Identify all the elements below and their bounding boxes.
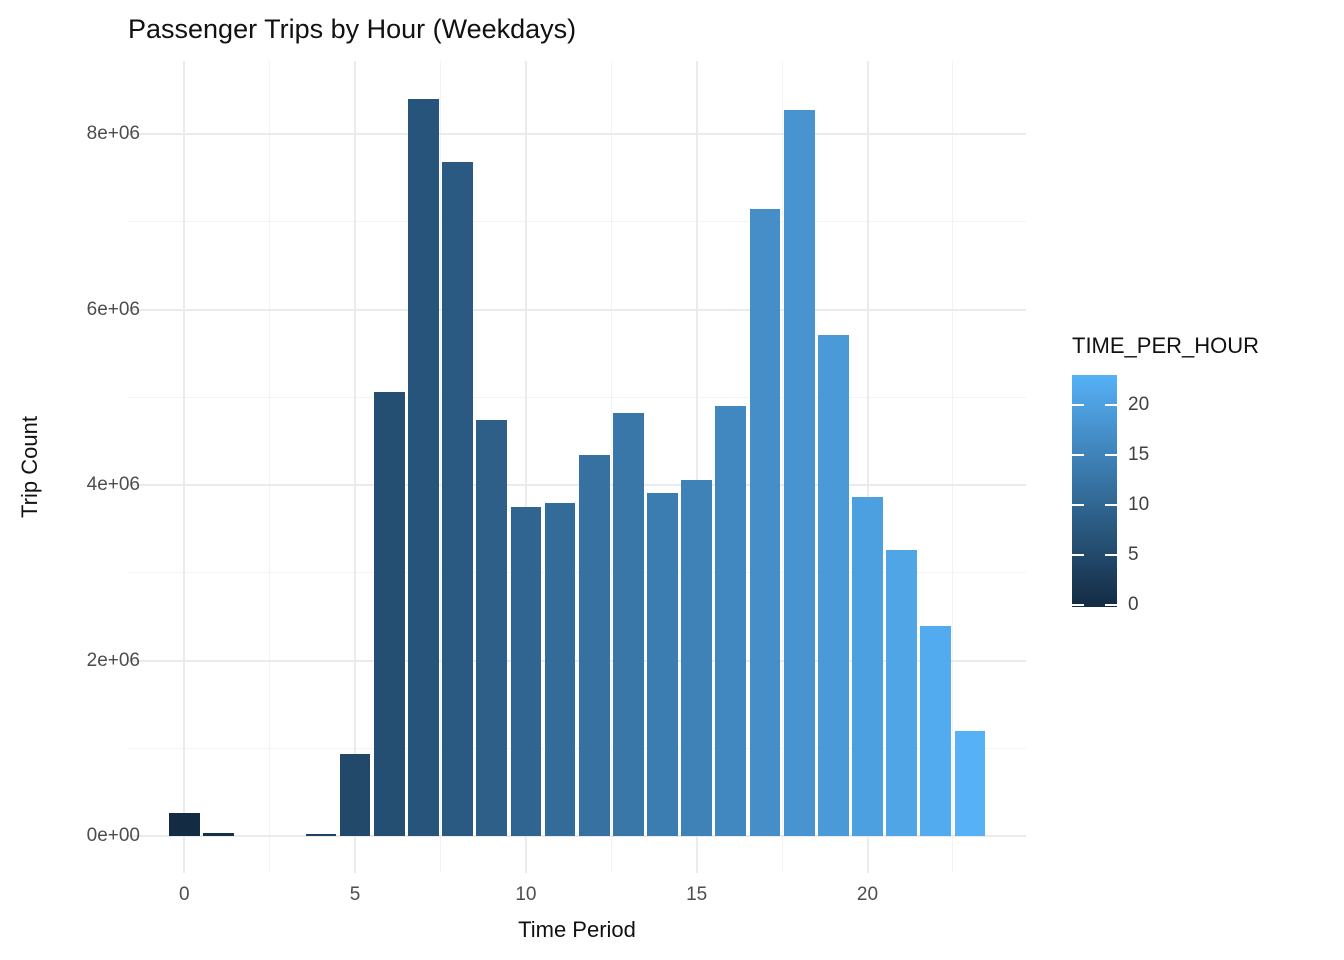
y-tick-label: 6e+06 bbox=[86, 298, 140, 320]
bar-hour-18 bbox=[783, 110, 815, 836]
legend-tick-label: 20 bbox=[1128, 393, 1150, 415]
gridline-major-x bbox=[524, 61, 527, 873]
bar-hour-12 bbox=[578, 455, 610, 836]
gridline-major-x bbox=[183, 61, 186, 873]
gridline-major-y bbox=[128, 133, 1026, 135]
gridline-major-x bbox=[354, 61, 357, 873]
gridline-minor-y bbox=[128, 396, 1026, 398]
x-axis-title: Time Period bbox=[518, 917, 636, 942]
bar-hour-5 bbox=[339, 753, 371, 836]
gridline-minor-y bbox=[128, 572, 1026, 574]
gridline-minor-x bbox=[269, 61, 271, 873]
bar-hour-0 bbox=[168, 812, 200, 836]
legend-tick-mark bbox=[1105, 553, 1117, 556]
gridline-major-y bbox=[128, 308, 1026, 311]
bar-hour-1 bbox=[203, 833, 234, 836]
legend-tick-mark bbox=[1072, 553, 1084, 556]
gridline-minor-x bbox=[610, 61, 612, 873]
x-tick-label: 15 bbox=[686, 884, 708, 905]
legend-tick-mark bbox=[1105, 503, 1117, 506]
bar-hour-14 bbox=[647, 492, 678, 836]
gridline-minor-x bbox=[781, 61, 783, 873]
legend-title: TIME_PER_HOUR bbox=[1072, 333, 1260, 358]
legend-tick-label: 10 bbox=[1128, 493, 1150, 515]
bar-hour-6 bbox=[373, 391, 405, 836]
x-tick-label: 5 bbox=[349, 884, 361, 905]
legend-tick-mark bbox=[1105, 603, 1117, 606]
gridline-major-y bbox=[128, 835, 1026, 837]
gridline-minor-y bbox=[128, 221, 1026, 223]
gridline-major-y bbox=[128, 659, 1026, 662]
gridline-major-x bbox=[866, 61, 869, 873]
y-tick-label: 4e+06 bbox=[86, 474, 140, 495]
bar-hour-9 bbox=[476, 420, 508, 836]
plot-title: Passenger Trips by Hour (Weekdays) bbox=[128, 14, 577, 44]
bar-hour-7 bbox=[408, 98, 439, 836]
y-axis-title: Trip Count bbox=[17, 416, 42, 518]
bar-hour-4 bbox=[305, 834, 337, 836]
y-tick-label: 0e+00 bbox=[86, 825, 140, 846]
legend-tick-mark bbox=[1072, 453, 1084, 456]
bar-hour-21 bbox=[886, 549, 918, 836]
gridline-minor-x bbox=[952, 61, 954, 873]
bar-hour-8 bbox=[442, 162, 473, 836]
bar-hour-11 bbox=[544, 502, 576, 836]
legend-tick-mark bbox=[1072, 503, 1084, 506]
gridline-major-y bbox=[128, 484, 1026, 486]
legend-tick-mark bbox=[1105, 403, 1117, 406]
bar-hour-22 bbox=[920, 626, 952, 836]
bar-hour-20 bbox=[852, 497, 883, 836]
x-tick-label: 10 bbox=[515, 884, 537, 905]
bar-hour-16 bbox=[715, 406, 747, 836]
bar-hour-23 bbox=[954, 730, 986, 836]
legend-colorbar bbox=[1072, 375, 1117, 607]
gridline-minor-y bbox=[128, 747, 1026, 749]
legend-tick-label: 15 bbox=[1128, 443, 1150, 465]
legend-tick-label: 0 bbox=[1128, 593, 1139, 615]
legend-tick-mark bbox=[1105, 453, 1117, 456]
x-tick-label: 0 bbox=[179, 884, 190, 905]
gridline-minor-x bbox=[440, 61, 441, 873]
y-tick-label: 2e+06 bbox=[86, 649, 140, 671]
legend-tick-label: 5 bbox=[1128, 543, 1139, 565]
bar-hour-15 bbox=[681, 479, 713, 836]
bar-hour-13 bbox=[613, 413, 644, 836]
legend-tick-mark bbox=[1072, 403, 1084, 406]
x-tick-label: 20 bbox=[856, 884, 879, 905]
y-tick-label: 8e+06 bbox=[86, 123, 140, 144]
bar-hour-17 bbox=[749, 208, 781, 836]
gridline-major-x bbox=[695, 61, 698, 873]
bar-hour-19 bbox=[817, 334, 849, 836]
bar-hour-10 bbox=[510, 506, 542, 836]
legend-tick-mark bbox=[1072, 603, 1084, 606]
